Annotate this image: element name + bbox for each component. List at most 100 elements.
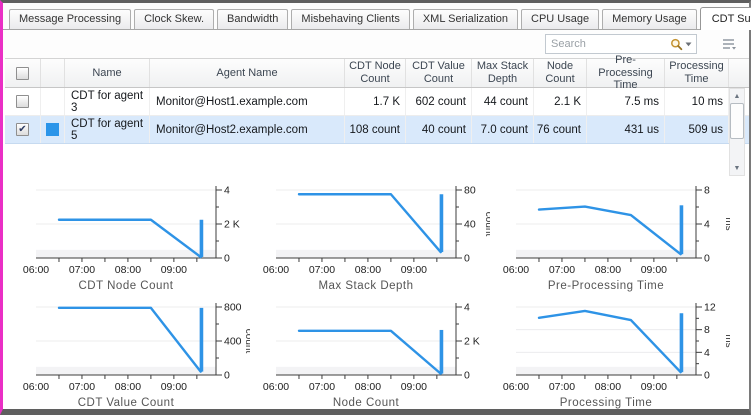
- scroll-down-arrow[interactable]: ▼: [730, 161, 744, 175]
- column-header-agent-name[interactable]: Agent Name: [150, 59, 345, 87]
- row-checkbox[interactable]: [16, 95, 29, 108]
- series-color-cell: [41, 88, 65, 115]
- column-header-cdt-value-count[interactable]: CDT Value Count: [406, 59, 472, 87]
- select-all-column-header[interactable]: [5, 59, 41, 87]
- value-cell: 108 count: [345, 116, 406, 143]
- svg-text:ms: ms: [723, 217, 730, 230]
- column-header-cdt-node-count[interactable]: CDT Node Count: [345, 59, 406, 87]
- series-color-swatch: [46, 123, 59, 136]
- svg-text:2 K: 2 K: [224, 219, 240, 231]
- value-cell: 40 count: [406, 116, 472, 143]
- svg-text:8: 8: [704, 324, 710, 336]
- value-cell: 2.1 K: [534, 88, 587, 115]
- search-button[interactable]: [666, 35, 696, 53]
- row-checkbox-cell: ✔: [5, 116, 41, 143]
- svg-text:07:00: 07:00: [69, 264, 95, 276]
- row-checkbox[interactable]: ✔: [16, 123, 29, 136]
- svg-text:0: 0: [224, 253, 230, 265]
- value-cell: 10 ms: [665, 88, 729, 115]
- chart-title: Pre-Processing Time: [548, 280, 664, 292]
- svg-text:09:00: 09:00: [161, 381, 187, 393]
- name-cell: CDT for agent 3: [65, 88, 150, 115]
- value-cell: 7.5 ms: [587, 88, 665, 115]
- svg-text:4: 4: [704, 219, 710, 231]
- svg-text:09:00: 09:00: [641, 264, 667, 276]
- scroll-up-arrow[interactable]: ▲: [730, 89, 744, 103]
- svg-text:count: count: [483, 212, 490, 237]
- svg-text:06:00: 06:00: [503, 381, 529, 393]
- svg-text:0: 0: [464, 253, 470, 265]
- tab-message-processing[interactable]: Message Processing: [9, 9, 131, 29]
- tab-clock-skew[interactable]: Clock Skew.: [134, 9, 214, 29]
- value-cell: 76 count: [534, 116, 587, 143]
- svg-text:40: 40: [464, 219, 476, 231]
- tab-cdt-submission[interactable]: CDT Submission: [700, 7, 751, 30]
- row-checkbox-cell: [5, 88, 41, 115]
- svg-text:07:00: 07:00: [69, 381, 95, 393]
- magnifier-icon: [670, 38, 683, 51]
- agent-name-cell: Monitor@Host1.example.com: [150, 88, 345, 115]
- svg-text:06:00: 06:00: [503, 264, 529, 276]
- svg-text:12: 12: [704, 302, 716, 314]
- svg-text:0: 0: [464, 370, 470, 382]
- tab-bandwidth[interactable]: Bandwidth: [217, 9, 288, 29]
- svg-text:400: 400: [224, 336, 242, 348]
- svg-text:08:00: 08:00: [355, 381, 381, 393]
- svg-text:09:00: 09:00: [161, 264, 187, 276]
- svg-text:08:00: 08:00: [355, 264, 381, 276]
- scroll-thumb[interactable]: [730, 103, 744, 139]
- column-header-processing-time[interactable]: Processing Time: [665, 59, 729, 87]
- svg-text:4: 4: [704, 347, 710, 359]
- svg-text:80: 80: [464, 185, 476, 197]
- svg-text:ms: ms: [723, 334, 730, 347]
- search-input[interactable]: [546, 38, 666, 50]
- chart-title: Processing Time: [560, 397, 653, 409]
- value-cell: 431 us: [587, 116, 665, 143]
- svg-text:0: 0: [704, 370, 710, 382]
- column-header-node-count[interactable]: Node Count: [534, 59, 587, 87]
- chart-title: Max Stack Depth: [318, 280, 413, 292]
- chart-title: Node Count: [333, 397, 400, 409]
- svg-text:09:00: 09:00: [641, 381, 667, 393]
- tab-misbehaving-clients[interactable]: Misbehaving Clients: [291, 9, 409, 29]
- svg-text:08:00: 08:00: [595, 264, 621, 276]
- svg-text:06:00: 06:00: [263, 264, 289, 276]
- svg-text:07:00: 07:00: [309, 381, 335, 393]
- svg-text:800: 800: [224, 302, 242, 314]
- search-box: [545, 34, 697, 54]
- svg-text:2 K: 2 K: [464, 336, 480, 348]
- tab-cpu-usage[interactable]: CPU Usage: [521, 9, 599, 29]
- value-cell: 1.7 K: [345, 88, 406, 115]
- grid-menu-icon[interactable]: [721, 37, 737, 51]
- select-all-checkbox[interactable]: [16, 67, 29, 80]
- tab-memory-usage[interactable]: Memory Usage: [602, 9, 697, 29]
- column-header-pre-processing-time[interactable]: Pre-Processing Time: [587, 59, 665, 87]
- svg-text:06:00: 06:00: [23, 264, 49, 276]
- svg-text:07:00: 07:00: [309, 264, 335, 276]
- color-column-header[interactable]: [41, 59, 65, 87]
- svg-text:09:00: 09:00: [401, 381, 427, 393]
- value-cell: 7.0 count: [472, 116, 534, 143]
- column-header-max-stack-depth[interactable]: Max Stack Depth: [472, 59, 534, 87]
- column-header-name[interactable]: Name: [65, 59, 150, 87]
- svg-text:0: 0: [704, 253, 710, 265]
- svg-text:06:00: 06:00: [263, 381, 289, 393]
- svg-text:07:00: 07:00: [549, 381, 575, 393]
- svg-text:8: 8: [704, 185, 710, 197]
- value-cell: 509 us: [665, 116, 729, 143]
- vertical-scrollbar[interactable]: ▲ ▼: [729, 88, 745, 176]
- svg-text:09:00: 09:00: [401, 264, 427, 276]
- tab-xml-serialization[interactable]: XML Serialization: [413, 9, 518, 29]
- svg-text:06:00: 06:00: [23, 381, 49, 393]
